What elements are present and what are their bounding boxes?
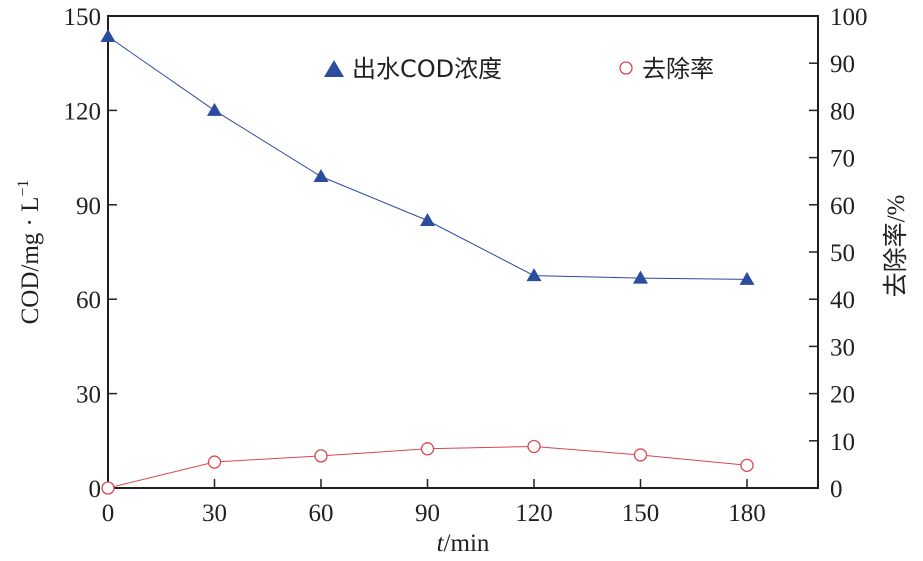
legend-marker-cod (324, 60, 344, 77)
ticks: 0 30 60 90 120 150 180 0 30 60 90 120 150 0 10 20 30 40 50… (64, 4, 868, 527)
data-point-removal (633, 448, 648, 462)
y-right-tick-label: 0 (830, 476, 843, 503)
data-point-removal (314, 449, 328, 463)
y-right-tick-label: 100 (830, 4, 868, 31)
data-point-cod (313, 168, 329, 182)
x-tick-label: 120 (515, 500, 553, 527)
y-left-axis-title-main: COD/mg · L (17, 197, 44, 325)
data-point-cod (420, 213, 435, 227)
y-right-tick-label: 20 (830, 382, 855, 409)
data-point-removal (420, 442, 435, 456)
legend-label-removal: 去除率 (642, 55, 714, 83)
plot-frame (107, 15, 819, 489)
y-right-axis-title: 去除率/% (882, 195, 910, 298)
x-tick-label: 90 (415, 500, 440, 527)
data-point-cod (526, 268, 542, 282)
y-left-axis-title-sup: −1 (15, 180, 32, 197)
x-tick-label: 180 (728, 500, 766, 527)
y-left-tick-label: 150 (64, 4, 102, 31)
data-point-cod (100, 28, 116, 42)
legend: 出水COD浓度 去除率 (324, 55, 714, 83)
y-right-tick-label: 10 (830, 429, 855, 456)
y-left-axis-title: COD/mg · L−1 (15, 180, 44, 325)
legend-marker-removal (619, 61, 633, 75)
x-tick-label: 150 (622, 500, 660, 527)
y-right-tick-label: 40 (830, 287, 855, 314)
x-axis-title-italic: t (437, 530, 445, 557)
y-left-tick-label: 0 (89, 476, 102, 503)
y-left-tick-label: 30 (76, 382, 101, 409)
y-left-tick-label: 90 (76, 193, 101, 220)
data-point-cod (739, 271, 755, 285)
y-right-tick-label: 90 (830, 51, 855, 78)
y-right-tick-label: 50 (830, 240, 855, 267)
data-point-removal (101, 481, 115, 495)
x-tick-label: 30 (202, 500, 227, 527)
data-point-removal (527, 439, 541, 454)
data-point-removal (740, 458, 754, 472)
y-left-tick-label: 60 (76, 287, 101, 314)
x-tick-label: 0 (102, 500, 115, 527)
y-right-tick-label: 30 (830, 334, 855, 361)
x-tick-label: 60 (309, 500, 334, 527)
legend-label-cod: 出水COD浓度 (352, 55, 502, 83)
y-left-tick-label: 120 (64, 98, 102, 125)
y-right-tick-label: 70 (830, 146, 855, 173)
data-point-cod (207, 102, 222, 116)
y-right-tick-label: 60 (830, 193, 855, 220)
y-right-tick-label: 80 (830, 98, 855, 125)
x-axis-title-rest: /min (444, 530, 490, 557)
data-point-cod (633, 270, 648, 284)
data-point-removal (207, 455, 222, 469)
series-layer (100, 28, 755, 495)
x-axis-title: t/min (437, 530, 490, 557)
